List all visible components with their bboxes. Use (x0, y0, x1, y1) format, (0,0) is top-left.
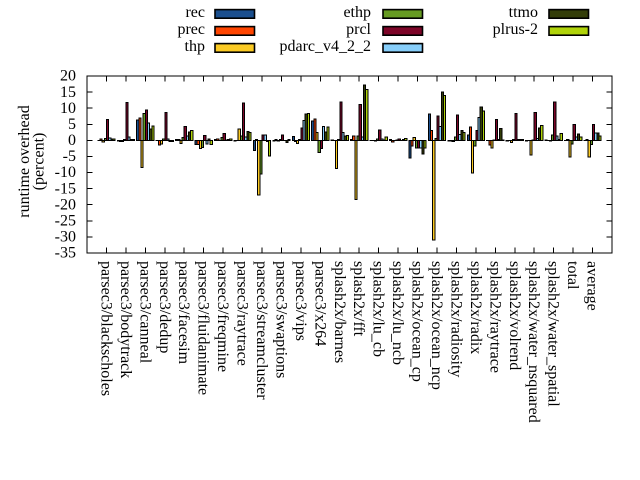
svg-text:ttmo: ttmo (509, 4, 538, 21)
svg-text:plrus-2: plrus-2 (493, 21, 538, 38)
svg-text:thp: thp (185, 38, 205, 55)
svg-text:splash2x/radix: splash2x/radix (467, 261, 484, 354)
svg-text:splash2x/barnes: splash2x/barnes (331, 261, 348, 363)
svg-text:10: 10 (60, 100, 76, 117)
svg-text:splash2x/water_nsquared: splash2x/water_nsquared (525, 261, 542, 423)
svg-text:prec: prec (177, 21, 205, 38)
svg-text:prcl: prcl (346, 21, 371, 38)
svg-text:splash2x/lu_cb: splash2x/lu_cb (370, 261, 387, 357)
svg-text:-20: -20 (55, 196, 76, 213)
svg-text:15: 15 (60, 84, 76, 101)
svg-text:splash2x/volrend: splash2x/volrend (506, 261, 523, 370)
svg-text:total: total (564, 261, 581, 290)
svg-text:splash2x/ocean_ncp: splash2x/ocean_ncp (428, 261, 445, 390)
svg-text:splash2x/ocean_cp: splash2x/ocean_cp (409, 261, 426, 382)
svg-text:parsec3/vips: parsec3/vips (292, 261, 309, 341)
svg-text:-15: -15 (55, 180, 76, 197)
svg-text:splash2x/lu_ncb: splash2x/lu_ncb (389, 261, 406, 365)
svg-text:parsec3/raytrace: parsec3/raytrace (234, 261, 251, 366)
svg-text:(percent): (percent) (31, 133, 48, 191)
svg-text:rec: rec (185, 4, 205, 21)
svg-text:parsec3/fluidanimate: parsec3/fluidanimate (195, 261, 212, 395)
svg-text:parsec3/canneal: parsec3/canneal (136, 261, 153, 364)
svg-text:parsec3/dedup: parsec3/dedup (156, 261, 173, 353)
svg-text:-25: -25 (55, 213, 76, 230)
svg-text:splash2x/raytrace: splash2x/raytrace (486, 261, 503, 373)
svg-text:splash2x/water_spatial: splash2x/water_spatial (545, 261, 562, 407)
svg-text:parsec3/facesim: parsec3/facesim (175, 261, 192, 365)
svg-text:runtime overhead: runtime overhead (16, 105, 33, 217)
svg-text:0: 0 (68, 132, 76, 149)
svg-text:parsec3/x264: parsec3/x264 (311, 261, 328, 346)
svg-text:5: 5 (68, 116, 76, 133)
svg-text:parsec3/blackscholes: parsec3/blackscholes (97, 261, 114, 396)
svg-text:splash2x/fft: splash2x/fft (350, 261, 367, 337)
svg-text:-5: -5 (63, 148, 76, 165)
svg-text:parsec3/streamcluster: parsec3/streamcluster (253, 261, 270, 400)
svg-text:parsec3/bodytrack: parsec3/bodytrack (117, 261, 134, 378)
svg-text:ethp: ethp (343, 4, 371, 21)
svg-text:average: average (584, 261, 601, 311)
svg-text:splash2x/radiosity: splash2x/radiosity (447, 261, 464, 377)
svg-text:pdarc_v4_2_2: pdarc_v4_2_2 (279, 38, 371, 55)
svg-text:-30: -30 (55, 229, 76, 246)
svg-text:-35: -35 (55, 245, 76, 262)
svg-text:20: 20 (60, 68, 76, 85)
svg-text:parsec3/swaptions: parsec3/swaptions (272, 261, 289, 378)
svg-text:parsec3/freqmine: parsec3/freqmine (214, 261, 231, 372)
svg-text:-10: -10 (55, 164, 76, 181)
